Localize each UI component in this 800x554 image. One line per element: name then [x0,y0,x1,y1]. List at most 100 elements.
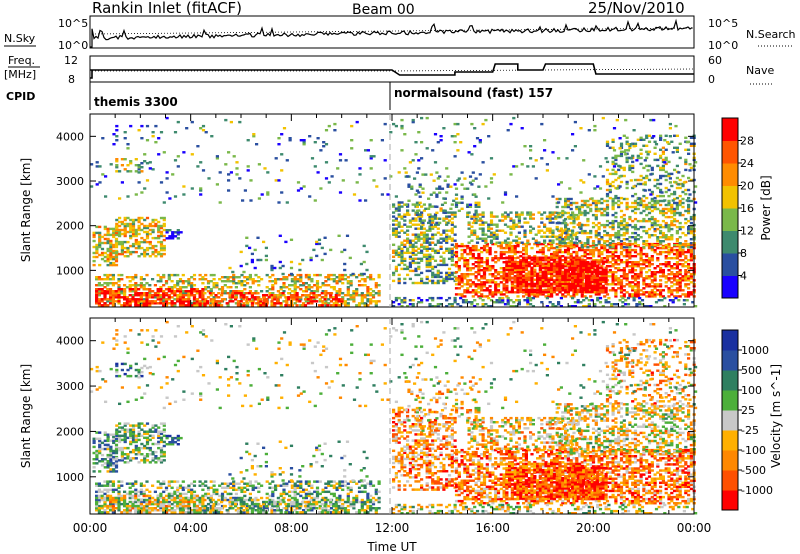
echo-cell [617,287,621,290]
echo-cell [580,248,584,252]
echo-cell [201,296,205,299]
echo-cell [439,259,443,263]
echo-cell [533,284,537,288]
echo-cell [604,270,608,274]
echo-cell [561,238,565,241]
echo-cell [689,255,693,258]
echo-cell [397,225,401,228]
echo-cell [541,242,545,246]
echo-cell [650,242,654,246]
echo-cell [645,207,649,211]
echo-cell [229,292,233,295]
echo-cell [318,273,322,277]
echo-cell [418,213,422,217]
echo-cell [628,166,632,170]
echo-cell [312,294,316,297]
echo-cell [343,300,348,303]
echo-cell [134,282,138,285]
echo-cell [242,298,246,301]
echo-cell [664,236,668,239]
echo-cell [573,262,577,265]
echo-cell [228,300,232,303]
echo-cell [646,305,650,308]
echo-cell [675,275,679,278]
echo-cell [608,236,612,239]
echo-cell [675,295,679,298]
echo-cell [590,260,594,263]
echo-cell [218,278,222,281]
echo-cell [450,221,454,224]
echo-cell [527,293,531,296]
echo-cell [460,281,464,284]
echo-cell [471,283,475,286]
echo-cell [481,237,485,240]
echo-cell [392,251,396,255]
echo-cell [425,269,429,273]
echo-cell [503,231,508,234]
echo-cell [617,279,621,282]
echo-cell [274,282,278,285]
echo-cell [516,274,520,278]
echo-cell [126,246,130,250]
echo-cell [447,303,452,306]
echo-cell [466,279,470,282]
echo-cell [178,300,183,303]
echo-cell [550,286,554,290]
echo-cell [605,142,610,146]
echo-cell [156,302,160,305]
echo-cell [583,229,587,233]
echo-cell [561,213,565,217]
echo-cell [488,285,492,288]
echo-cell [510,288,514,292]
echo-cell [579,278,583,282]
echo-cell [374,284,378,287]
echo-cell [304,282,308,285]
echo-cell [109,227,113,231]
echo-cell [569,246,573,249]
echo-cell [282,278,286,281]
echo-cell [544,283,548,286]
echo-cell [494,281,498,284]
echo-cell [254,302,258,305]
echo-cell [540,221,544,224]
echo-cell [324,276,328,279]
echo-cell [484,237,488,240]
echo-cell [428,205,432,208]
echo-cell [583,244,587,247]
echo-cell [276,300,280,303]
echo-cell [664,174,668,178]
echo-cell [558,264,562,268]
echo-cell [617,176,621,180]
echo-cell [485,265,489,268]
echo-cell [684,271,688,274]
echo-cell [513,260,517,263]
echo-cell [605,244,610,247]
echo-cell [422,281,426,285]
echo-cell [461,301,466,304]
echo-cell [123,250,127,254]
echo-cell [522,295,526,298]
echo-cell [689,252,693,256]
echo-cell [128,286,132,289]
echo-cell [639,152,643,156]
echo-cell [619,227,624,231]
echo-cell [617,234,621,237]
echo-cell [406,205,410,208]
echo-cell [631,164,635,168]
echo-cell [424,207,428,211]
echo-cell [488,265,492,268]
echo-cell [529,229,533,232]
echo-cell [608,250,612,254]
echo-cell [420,271,424,275]
echo-cell [687,207,691,211]
echo-cell [315,280,320,283]
echo-cell [417,223,421,226]
echo-cell [95,300,99,303]
echo-cell [503,241,508,244]
echo-cell [404,171,408,174]
echo-cell [647,277,652,280]
echo-cell [126,224,130,228]
echo-cell [580,246,584,249]
echo-cell [661,234,665,237]
echo-cell [468,248,473,252]
